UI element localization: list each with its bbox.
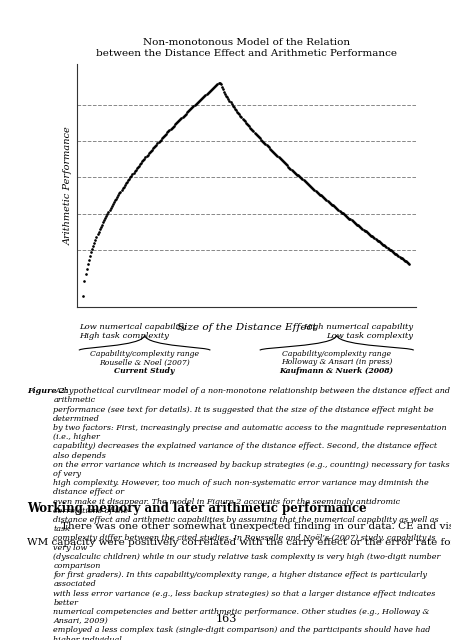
Text: Size of the Distance Effect: Size of the Distance Effect bbox=[176, 323, 315, 332]
Text: Capability/complexity range: Capability/complexity range bbox=[281, 350, 391, 358]
Text: Capability/complexity range: Capability/complexity range bbox=[90, 350, 199, 358]
Y-axis label: Arithmetic Performance: Arithmetic Performance bbox=[64, 126, 73, 245]
Text: Figure 2:: Figure 2: bbox=[27, 387, 68, 395]
Text: Working memory and later arithmetic performance: Working memory and later arithmetic perf… bbox=[27, 502, 366, 515]
Text: Rouselle & Noel (2007): Rouselle & Noel (2007) bbox=[99, 358, 189, 366]
Text: 163: 163 bbox=[215, 614, 236, 624]
Text: Low numerical capability
High task complexity: Low numerical capability High task compl… bbox=[79, 323, 186, 340]
Text: Holloway & Ansari (in press): Holloway & Ansari (in press) bbox=[281, 358, 391, 366]
Text: WM capacity were positively correlated with the carry effect or the error rate f: WM capacity were positively correlated w… bbox=[27, 538, 451, 547]
Text: Current Study: Current Study bbox=[114, 367, 175, 374]
Text: There was one other somewhat unexpected finding in our data. CE and visuo-spatia: There was one other somewhat unexpected … bbox=[61, 522, 451, 531]
Title: Non-monotonous Model of the Relation
between the Distance Effect and Arithmetic : Non-monotonous Model of the Relation bet… bbox=[96, 38, 396, 58]
Text: High numerical capability
Low task complexity: High numerical capability Low task compl… bbox=[303, 323, 413, 340]
Text: A hypothetical curvilinear model of a non-monotone relationship between the dist: A hypothetical curvilinear model of a no… bbox=[53, 387, 449, 640]
Text: Kaufmann & Nuerk (2008): Kaufmann & Nuerk (2008) bbox=[279, 367, 393, 374]
